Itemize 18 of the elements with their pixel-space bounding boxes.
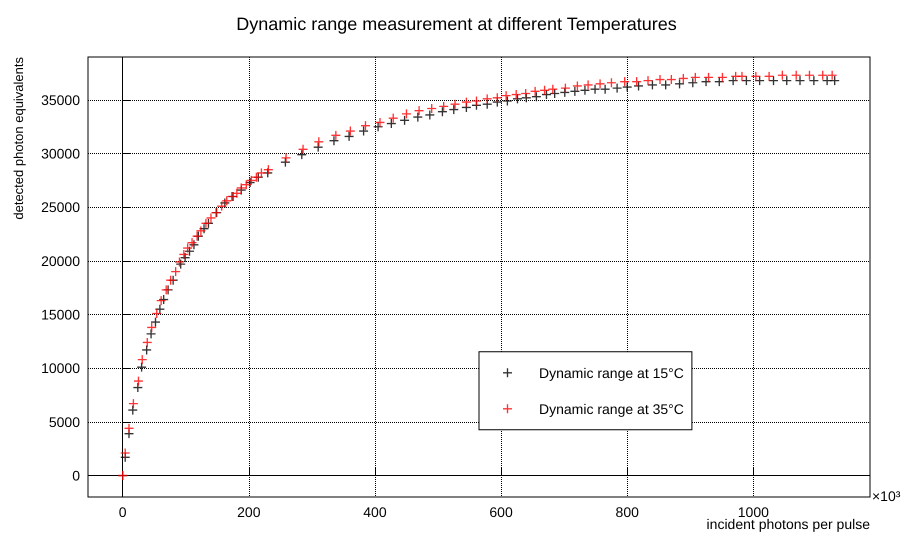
y-tick-label: 5000 [48,414,80,430]
y-tick-label: 10000 [41,360,80,376]
chart-title: Dynamic range measurement at different Temperatures [236,14,677,34]
y-tick-label: 25000 [41,199,80,216]
y-tick-label: 0 [72,468,80,484]
text: ×10³ [872,488,901,504]
y-tick-label: 35000 [41,92,80,108]
x-tick-label: 800 [616,504,640,520]
y-tick-label: 15000 [41,306,80,323]
x-tick-label: 600 [489,504,513,520]
y-tick-label: 30000 [41,146,80,162]
x-tick-label: 0 [118,504,127,520]
legend-label: Dynamic range at 35°C [539,400,684,417]
y-axis-title: detected photon equivalents [11,56,26,220]
x-tick-label: 200 [237,504,261,520]
y-tick-label: 20000 [41,252,80,269]
x-tick-label: 400 [363,504,387,520]
legend-label: Dynamic range at 15°C [539,364,684,381]
